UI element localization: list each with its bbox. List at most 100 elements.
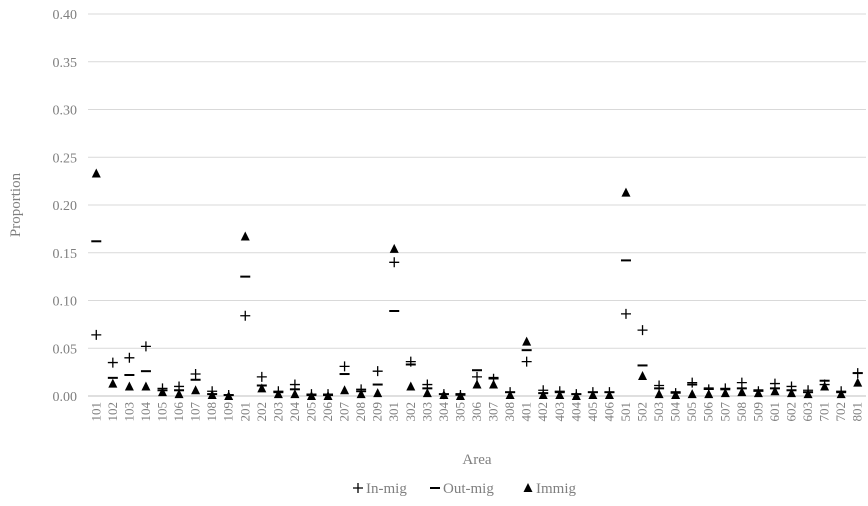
data-point-in-mig (124, 352, 135, 363)
data-point-immig (91, 168, 101, 178)
x-tick-label: 104 (138, 402, 153, 422)
data-point-immig (323, 391, 333, 400)
data-point-immig (455, 391, 465, 400)
x-tick-label: 205 (303, 402, 318, 422)
x-tick-label: 109 (221, 402, 236, 422)
data-points (91, 168, 863, 401)
data-point-in-mig (339, 361, 350, 372)
x-tick-label: 505 (684, 402, 699, 422)
x-tick-label: 501 (618, 402, 633, 422)
x-tick-label: 405 (585, 402, 600, 422)
x-tick-label: 304 (436, 402, 451, 422)
x-tick-label: 401 (519, 402, 534, 422)
data-point-immig (290, 389, 300, 399)
data-point-in-mig (637, 325, 648, 336)
data-point-immig (753, 388, 763, 398)
x-tick-label: 102 (105, 402, 120, 422)
x-tick-label: 105 (154, 402, 169, 422)
data-point-immig (555, 390, 565, 400)
data-point-immig (522, 336, 532, 346)
x-tick-label: 204 (287, 402, 302, 422)
x-tick-label: 108 (204, 402, 219, 422)
data-point-immig (406, 381, 416, 391)
x-tick-label: 403 (552, 402, 567, 422)
x-tick-label: 503 (651, 402, 666, 422)
data-point-immig (654, 389, 664, 399)
y-tick-label: 0.20 (53, 199, 78, 214)
x-tick-label: 502 (635, 402, 650, 422)
x-tick-label: 308 (502, 402, 517, 422)
x-tick-label: 509 (750, 402, 765, 422)
y-tick-label: 0.35 (53, 56, 78, 71)
x-tick-label: 206 (320, 402, 335, 422)
x-tick-label: 603 (800, 402, 815, 422)
data-point-immig (489, 379, 499, 389)
x-tick-label: 301 (386, 402, 401, 422)
data-point-immig (422, 388, 432, 398)
data-point-immig (621, 187, 631, 197)
data-point-in-mig (107, 357, 118, 368)
gridlines (88, 13, 866, 397)
data-point-in-mig (521, 356, 532, 367)
data-point-immig (224, 391, 234, 400)
y-tick-label: 0.25 (53, 151, 78, 166)
legend: In-mig Out-mig Immig (353, 481, 576, 497)
x-tick-label: 602 (784, 402, 799, 422)
x-tick-label: 203 (270, 402, 285, 422)
data-point-immig (571, 391, 581, 400)
data-point-in-mig (256, 371, 267, 382)
x-tick-label: 107 (188, 402, 203, 422)
data-point-immig (538, 390, 548, 400)
data-point-immig (787, 388, 797, 398)
x-tick-label: 208 (353, 402, 368, 422)
x-axis-ticks: 101 102 103 104 105 106 107 108 109 201 202 203 204 2… (88, 402, 864, 422)
data-point-immig (638, 370, 648, 380)
x-tick-label: 404 (568, 402, 583, 422)
x-tick-label: 506 (701, 402, 716, 422)
data-point-immig (770, 386, 780, 396)
data-point-in-mig (620, 308, 631, 319)
data-point-in-mig (372, 366, 383, 377)
data-point-in-mig (289, 379, 300, 390)
data-point-immig (273, 389, 283, 399)
data-point-in-mig (190, 369, 201, 380)
x-tick-label: 504 (668, 402, 683, 422)
x-tick-label: 201 (237, 402, 252, 422)
x-tick-label: 508 (734, 402, 749, 422)
legend-marker-immig (523, 483, 533, 492)
x-tick-label: 306 (469, 402, 484, 422)
data-point-immig (472, 379, 482, 389)
legend-label-out-mig: Out-mig (443, 481, 494, 497)
x-tick-label: 406 (601, 402, 616, 422)
data-point-immig (588, 390, 598, 400)
data-point-immig (604, 390, 614, 400)
x-tick-label: 303 (419, 402, 434, 422)
data-point-immig (803, 389, 813, 399)
x-tick-label: 801 (850, 402, 865, 422)
x-tick-label: 601 (767, 402, 782, 422)
x-tick-label: 307 (486, 402, 501, 422)
data-point-immig (505, 390, 515, 400)
x-axis-title: Area (462, 452, 491, 468)
legend-marker-in-mig (353, 483, 363, 493)
data-point-immig (704, 389, 714, 399)
x-tick-label: 101 (88, 402, 103, 422)
data-point-immig (687, 389, 697, 399)
series-immig (91, 168, 863, 400)
data-point-immig (340, 385, 350, 395)
x-tick-label: 302 (403, 402, 418, 422)
data-point-immig (820, 381, 830, 391)
data-point-immig (157, 387, 167, 397)
data-point-immig (124, 381, 134, 391)
data-point-in-mig (736, 377, 747, 388)
y-tick-label: 0.00 (53, 390, 78, 405)
y-tick-label: 0.10 (53, 295, 78, 310)
data-point-immig (373, 388, 383, 398)
data-point-immig (240, 231, 250, 241)
data-point-immig (191, 385, 201, 395)
data-point-in-mig (91, 329, 102, 340)
y-axis-ticks: 0.00 0.05 0.10 0.15 0.20 0.25 0.30 0.35 0.40 (53, 8, 78, 405)
data-point-in-mig (389, 257, 400, 268)
x-tick-label: 402 (535, 402, 550, 422)
